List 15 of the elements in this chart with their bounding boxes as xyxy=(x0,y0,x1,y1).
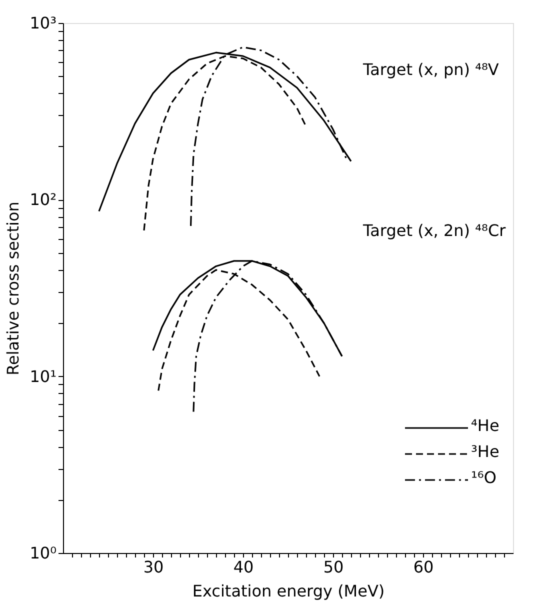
x-tick-label: 40 xyxy=(233,558,254,576)
y-tick-label: 10¹ xyxy=(30,366,56,386)
legend-label: ³He xyxy=(471,442,500,461)
y-tick-label: 10³ xyxy=(30,14,56,32)
y-axis-title: Relative cross section xyxy=(4,202,23,376)
annotation: Target (x, pn) ⁴⁸V xyxy=(362,60,499,79)
x-tick-label: 30 xyxy=(143,558,164,576)
legend-label: ⁴He xyxy=(471,416,500,435)
x-tick-label: 50 xyxy=(323,558,344,576)
x-tick-label: 60 xyxy=(413,558,434,576)
annotation: Target (x, 2n) ⁴⁸Cr xyxy=(362,221,506,240)
y-tick-label: 10⁰ xyxy=(30,544,56,562)
y-tick-label: 10² xyxy=(30,190,56,210)
legend-label: ¹⁶O xyxy=(471,468,496,487)
x-axis-title: Excitation energy (MeV) xyxy=(192,582,385,600)
